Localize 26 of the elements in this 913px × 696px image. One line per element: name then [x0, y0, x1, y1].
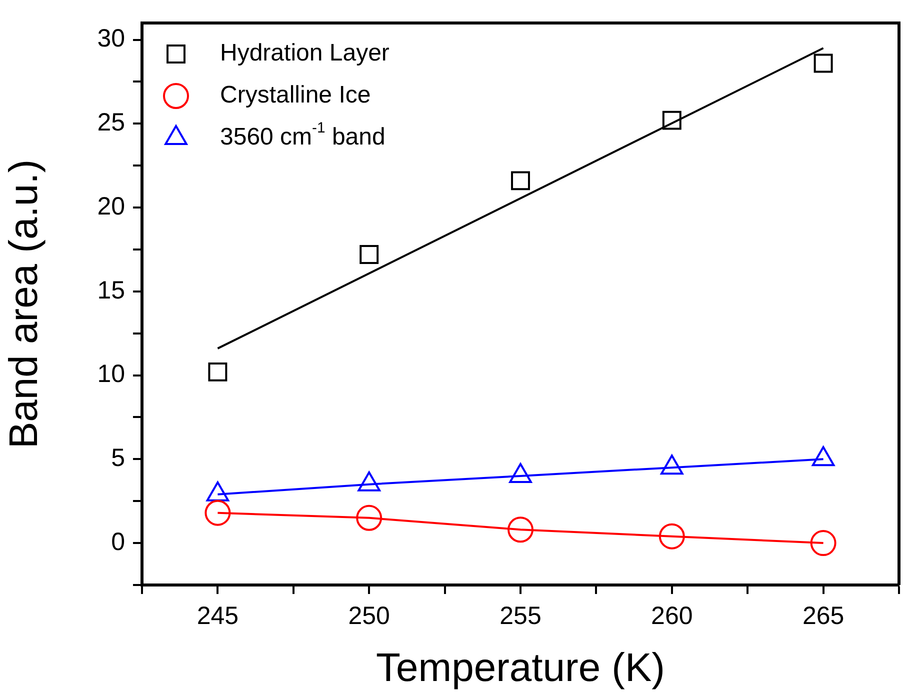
- point: [511, 171, 530, 190]
- point: [208, 362, 228, 382]
- point: [508, 516, 534, 543]
- y-axis-title: Band area (a.u.): [2, 159, 46, 449]
- y-tick-label: 25: [97, 108, 125, 137]
- y-tick-label: 0: [111, 528, 125, 556]
- point: [662, 110, 682, 130]
- x-axis-title: Temperature (K): [376, 646, 665, 690]
- legend-label: Crystalline Ice: [220, 82, 371, 109]
- legend-label: Hydration Layer: [220, 40, 390, 67]
- x-tick-label: 245: [196, 602, 239, 630]
- x-tick-label: 250: [348, 602, 390, 630]
- point: [814, 54, 833, 73]
- point: [204, 500, 231, 526]
- point: [658, 523, 685, 550]
- x-tick-label: 265: [802, 602, 844, 630]
- y-tick-label: 20: [97, 192, 125, 220]
- point: [810, 530, 836, 556]
- y-tick-label: 10: [97, 360, 125, 388]
- y-tick-label: 15: [97, 276, 125, 304]
- x-tick-label: 255: [500, 602, 542, 630]
- y-tick-label: 5: [111, 444, 125, 472]
- point: [356, 504, 382, 531]
- x-tick-label: 260: [651, 602, 693, 630]
- point: [360, 245, 379, 264]
- y-tick-label: 30: [97, 24, 125, 53]
